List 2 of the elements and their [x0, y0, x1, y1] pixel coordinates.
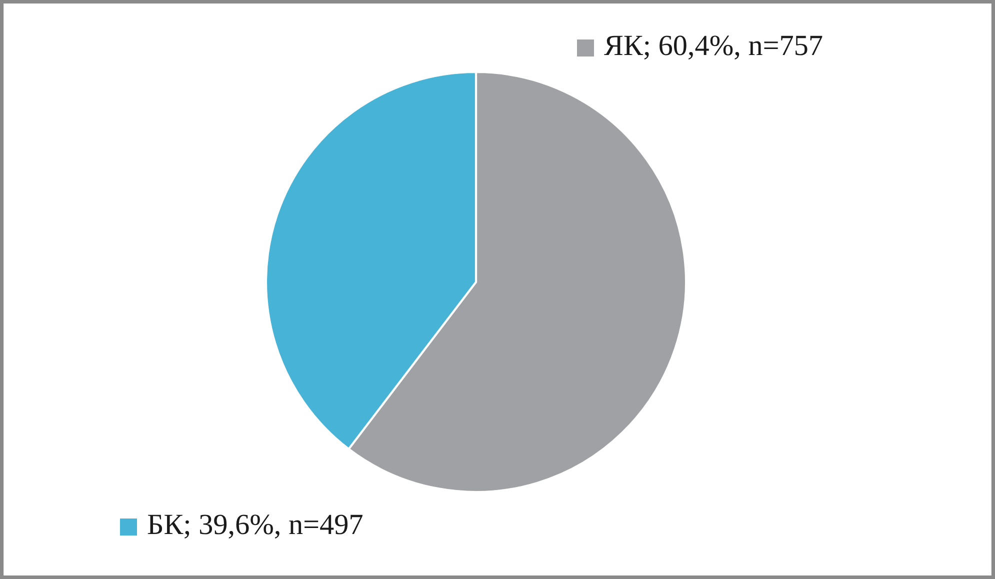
legend-label: БК; 39,6%, n=497: [148, 514, 362, 538]
legend-label: ЯК; 60,4%, n=757: [604, 36, 822, 60]
